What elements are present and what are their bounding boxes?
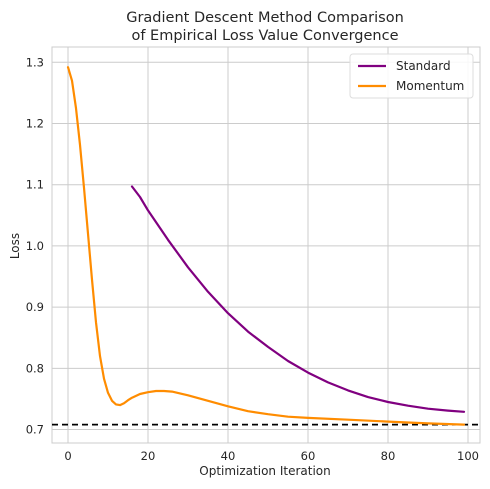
legend: Standard Momentum bbox=[349, 53, 474, 99]
plot-area bbox=[51, 46, 481, 444]
x-tick-label: 80 bbox=[381, 449, 396, 463]
x-tick-label: 60 bbox=[301, 449, 316, 463]
tick-labels: 0 20 40 60 80 100 0.7 0.8 0.9 1.0 1.1 1.2 1.3 bbox=[26, 55, 479, 463]
y-tick-label: 0.8 bbox=[26, 361, 44, 375]
chart-title-line2: of Empirical Loss Value Convergence bbox=[131, 28, 398, 44]
y-tick-label: 1.2 bbox=[26, 117, 44, 131]
y-tick-label: 1.1 bbox=[26, 178, 44, 192]
y-tick-label: 1.3 bbox=[26, 55, 44, 69]
x-axis-label: Optimization Iteration bbox=[199, 464, 330, 478]
x-tick-label: 0 bbox=[64, 449, 71, 463]
series-line-momentum bbox=[66, 66, 466, 426]
legend-label-momentum: Momentum bbox=[396, 79, 464, 93]
y-tick-label: 0.7 bbox=[26, 423, 44, 437]
x-tick-label: 100 bbox=[457, 449, 479, 463]
y-axis-label: Loss bbox=[8, 233, 22, 259]
series-line-standard bbox=[130, 185, 466, 413]
x-tick-label: 40 bbox=[221, 449, 236, 463]
series-layer bbox=[66, 66, 466, 426]
grid-lines bbox=[52, 47, 480, 443]
x-tick-label: 20 bbox=[141, 449, 156, 463]
chart-title-line1: Gradient Descent Method Comparison bbox=[126, 10, 404, 26]
y-tick-label: 1.0 bbox=[26, 239, 44, 253]
legend-label-standard: Standard bbox=[396, 59, 451, 73]
y-tick-label: 0.9 bbox=[26, 300, 44, 314]
